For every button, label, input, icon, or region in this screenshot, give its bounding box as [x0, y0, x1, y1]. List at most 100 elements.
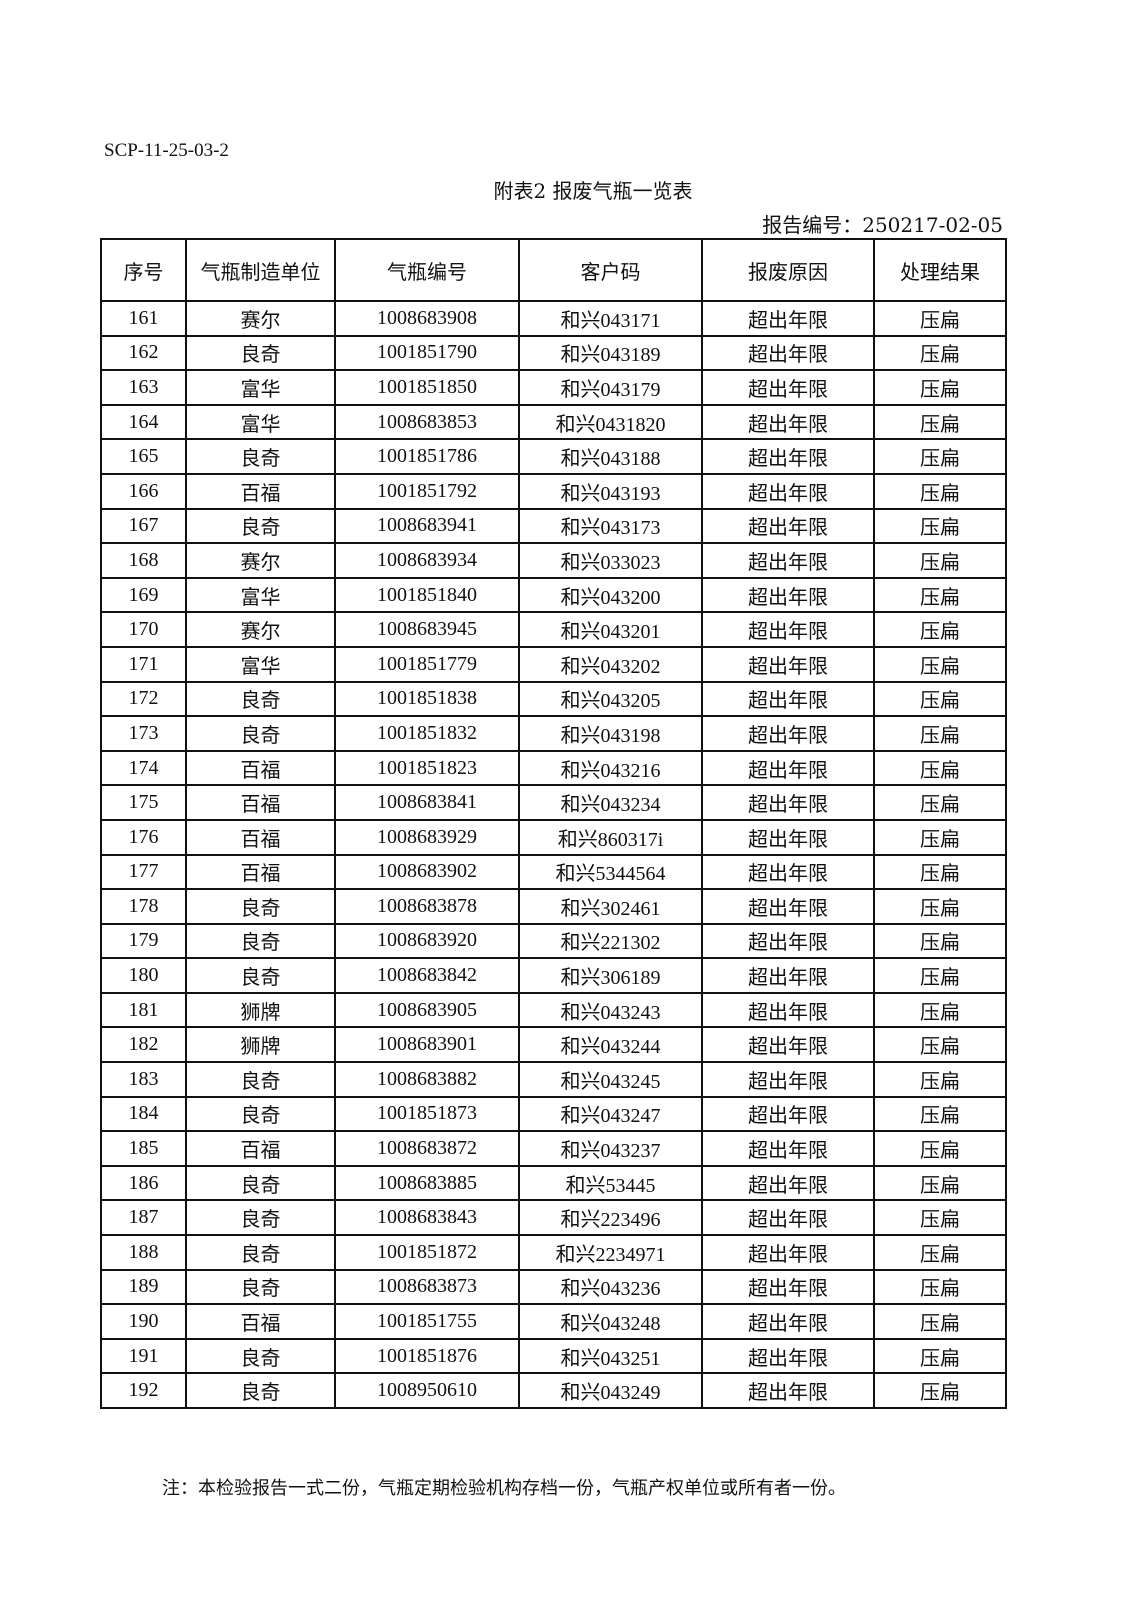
scrap-reason-cell: 超出年限 [701, 715, 875, 752]
customer-code-cell: 和兴223496 [518, 1199, 703, 1237]
table-row: 167 良奇 1008683941 和兴043173 超出年限 压扁 [100, 507, 1007, 545]
manufacturer-cell: 百福 [185, 1130, 336, 1167]
scrap-reason-cell: 超出年限 [701, 645, 875, 683]
index-cell: 175 [100, 784, 187, 821]
cylinder-number-cell: 1001851823 [334, 749, 520, 787]
scrap-reason-cell: 超出年限 [701, 1130, 875, 1167]
result-cell: 压扁 [873, 888, 1007, 925]
scrapped-cylinders-table: 序号 气瓶制造单位 气瓶编号 客户码 报废原因 处理结果 161 赛尔 100868… [100, 238, 1007, 1409]
result-cell: 压扁 [873, 472, 1007, 510]
manufacturer-cell: 赛尔 [185, 611, 336, 648]
manufacturer-cell: 良奇 [185, 1164, 336, 1202]
result-cell: 压扁 [873, 1130, 1007, 1167]
manufacturer-cell: 百福 [185, 1303, 336, 1340]
cylinder-number-cell: 1001851755 [334, 1303, 520, 1340]
result-cell: 压扁 [873, 507, 1007, 545]
result-cell: 压扁 [873, 542, 1007, 579]
table-row: 191 良奇 1001851876 和兴043251 超出年限 压扁 [100, 1337, 1007, 1375]
index-cell: 183 [100, 1061, 187, 1098]
index-cell: 163 [100, 369, 187, 406]
index-cell: 164 [100, 403, 187, 441]
result-cell: 压扁 [873, 1372, 1007, 1409]
manufacturer-cell: 良奇 [185, 507, 336, 545]
scrap-reason-cell: 超出年限 [701, 1061, 875, 1098]
customer-code-cell: 和兴043198 [518, 715, 703, 752]
cylinder-number-cell: 1001851840 [334, 576, 520, 614]
table-row: 165 良奇 1001851786 和兴043188 超出年限 压扁 [100, 438, 1007, 475]
result-cell: 压扁 [873, 576, 1007, 614]
cylinder-number-cell: 1008683885 [334, 1164, 520, 1202]
customer-code-cell: 和兴302461 [518, 888, 703, 925]
result-cell: 压扁 [873, 749, 1007, 787]
cylinder-number-cell: 1008683920 [334, 922, 520, 960]
scrap-reason-cell: 超出年限 [701, 611, 875, 648]
cylinder-number-cell: 1001851872 [334, 1234, 520, 1271]
cylinder-number-cell: 1008683934 [334, 542, 520, 579]
scrap-reason-cell: 超出年限 [701, 1372, 875, 1409]
result-cell: 压扁 [873, 334, 1007, 372]
customer-code-cell: 和兴043193 [518, 472, 703, 510]
table-row: 192 良奇 1008950610 和兴043249 超出年限 压扁 [100, 1372, 1007, 1409]
index-cell: 182 [100, 1026, 187, 1064]
customer-code-cell: 和兴043171 [518, 300, 703, 337]
cylinder-number-cell: 1008683872 [334, 1130, 520, 1167]
index-cell: 184 [100, 1095, 187, 1133]
result-cell: 压扁 [873, 1199, 1007, 1237]
table-row: 175 百福 1008683841 和兴043234 超出年限 压扁 [100, 784, 1007, 821]
table-row: 169 富华 1001851840 和兴043200 超出年限 压扁 [100, 576, 1007, 614]
scrap-reason-cell: 超出年限 [701, 542, 875, 579]
cylinder-number-cell: 1001851779 [334, 645, 520, 683]
index-cell: 173 [100, 715, 187, 752]
table-row: 185 百福 1008683872 和兴043237 超出年限 压扁 [100, 1130, 1007, 1167]
table-row: 189 良奇 1008683873 和兴043236 超出年限 压扁 [100, 1268, 1007, 1306]
result-cell: 压扁 [873, 957, 1007, 994]
table-row: 179 良奇 1008683920 和兴221302 超出年限 压扁 [100, 922, 1007, 960]
table-row: 184 良奇 1001851873 和兴043247 超出年限 压扁 [100, 1095, 1007, 1133]
index-cell: 169 [100, 576, 187, 614]
report-number: 报告编号：250217-02-05 [762, 213, 1003, 237]
index-cell: 172 [100, 680, 187, 718]
table-row: 170 赛尔 1008683945 和兴043201 超出年限 压扁 [100, 611, 1007, 648]
manufacturer-cell: 赛尔 [185, 300, 336, 337]
table-row: 180 良奇 1008683842 和兴306189 超出年限 压扁 [100, 957, 1007, 994]
scrap-reason-cell: 超出年限 [701, 991, 875, 1029]
index-cell: 191 [100, 1337, 187, 1375]
result-cell: 压扁 [873, 991, 1007, 1029]
index-cell: 176 [100, 818, 187, 856]
index-cell: 166 [100, 472, 187, 510]
scrap-reason-cell: 超出年限 [701, 853, 875, 891]
scrap-reason-cell: 超出年限 [701, 1234, 875, 1271]
result-cell: 压扁 [873, 300, 1007, 337]
table-row: 178 良奇 1008683878 和兴302461 超出年限 压扁 [100, 888, 1007, 925]
manufacturer-cell: 良奇 [185, 1061, 336, 1098]
cylinder-number-cell: 1008683901 [334, 1026, 520, 1064]
table-row: 188 良奇 1001851872 和兴2234971 超出年限 压扁 [100, 1234, 1007, 1271]
result-cell: 压扁 [873, 645, 1007, 683]
customer-code-cell: 和兴043236 [518, 1268, 703, 1306]
scrap-reason-cell: 超出年限 [701, 507, 875, 545]
result-cell: 压扁 [873, 818, 1007, 856]
scrap-reason-cell: 超出年限 [701, 369, 875, 406]
index-cell: 187 [100, 1199, 187, 1237]
table-row: 187 良奇 1008683843 和兴223496 超出年限 压扁 [100, 1199, 1007, 1237]
column-header-customer-code: 客户码 [518, 238, 703, 302]
result-cell: 压扁 [873, 1026, 1007, 1064]
cylinder-number-cell: 1008683843 [334, 1199, 520, 1237]
scrap-reason-cell: 超出年限 [701, 300, 875, 337]
customer-code-cell: 和兴043248 [518, 1303, 703, 1340]
customer-code-cell: 和兴043188 [518, 438, 703, 475]
cylinder-number-cell: 1008683941 [334, 507, 520, 545]
index-cell: 178 [100, 888, 187, 925]
result-cell: 压扁 [873, 784, 1007, 821]
cylinder-number-cell: 1008683902 [334, 853, 520, 891]
result-cell: 压扁 [873, 1268, 1007, 1306]
manufacturer-cell: 百福 [185, 853, 336, 891]
manufacturer-cell: 良奇 [185, 1372, 336, 1409]
customer-code-cell: 和兴043189 [518, 334, 703, 372]
column-header-scrap-reason: 报废原因 [701, 238, 875, 302]
table-row: 172 良奇 1001851838 和兴043205 超出年限 压扁 [100, 680, 1007, 718]
cylinder-number-cell: 1001851876 [334, 1337, 520, 1375]
manufacturer-cell: 富华 [185, 403, 336, 441]
manufacturer-cell: 良奇 [185, 715, 336, 752]
manufacturer-cell: 良奇 [185, 334, 336, 372]
